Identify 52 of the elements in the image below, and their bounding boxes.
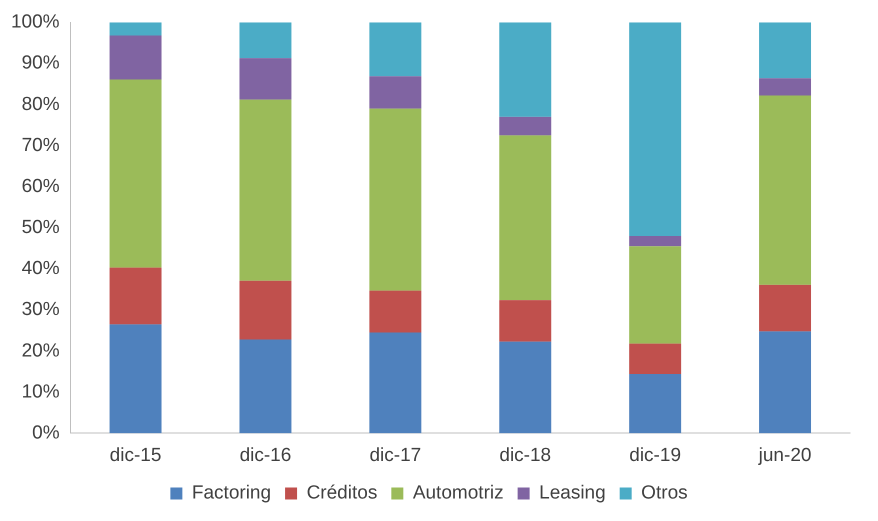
bar (629, 22, 682, 236)
bar (629, 344, 682, 374)
y-tick-label: 80% (22, 94, 60, 115)
bar (239, 340, 292, 434)
x-tick-label: dic-17 (369, 444, 422, 466)
bar (499, 22, 552, 117)
bar (239, 100, 292, 281)
x-tick-label: dic-18 (499, 444, 552, 466)
y-tick-label: 60% (22, 176, 60, 197)
bar (369, 290, 422, 333)
y-tick-label: 20% (22, 340, 60, 362)
bar (369, 332, 422, 434)
bar (110, 324, 162, 434)
legend-label: Factoring (192, 482, 272, 504)
bar (759, 22, 812, 78)
legend-label: Automotriz (412, 482, 504, 504)
bar (110, 36, 162, 80)
y-tick-label: 70% (22, 134, 60, 156)
bar (759, 284, 812, 332)
bar (239, 58, 292, 100)
bar (239, 280, 292, 340)
legend-label: Leasing (539, 482, 606, 504)
bar (629, 236, 682, 246)
bar (369, 108, 422, 291)
bar (369, 22, 422, 76)
bar (369, 76, 422, 109)
y-tick-label: 30% (22, 299, 60, 320)
bar (629, 246, 682, 344)
bar (499, 342, 552, 434)
bar (239, 22, 292, 58)
bar (110, 268, 162, 324)
x-tick-label: dic-16 (240, 444, 292, 466)
y-tick-label: 0% (32, 422, 60, 444)
bar (759, 96, 812, 285)
y-tick-label: 100% (10, 12, 60, 33)
bar (759, 78, 812, 96)
bar (110, 22, 162, 36)
x-tick-label: dic-19 (629, 444, 682, 466)
bar (499, 300, 552, 342)
y-tick-label: 40% (22, 258, 60, 280)
legend-label: Créditos (306, 482, 378, 504)
x-tick-label: jun-20 (758, 444, 812, 466)
x-tick-label: dic-15 (110, 444, 162, 466)
bar (499, 135, 552, 300)
legend-label: Otros (641, 482, 688, 504)
bar (499, 116, 552, 136)
y-tick-label: 10% (22, 381, 60, 402)
bar (759, 331, 812, 434)
y-tick-label: 90% (22, 52, 60, 74)
bar (629, 374, 682, 434)
y-tick-label: 50% (22, 217, 60, 238)
bar (110, 80, 162, 268)
